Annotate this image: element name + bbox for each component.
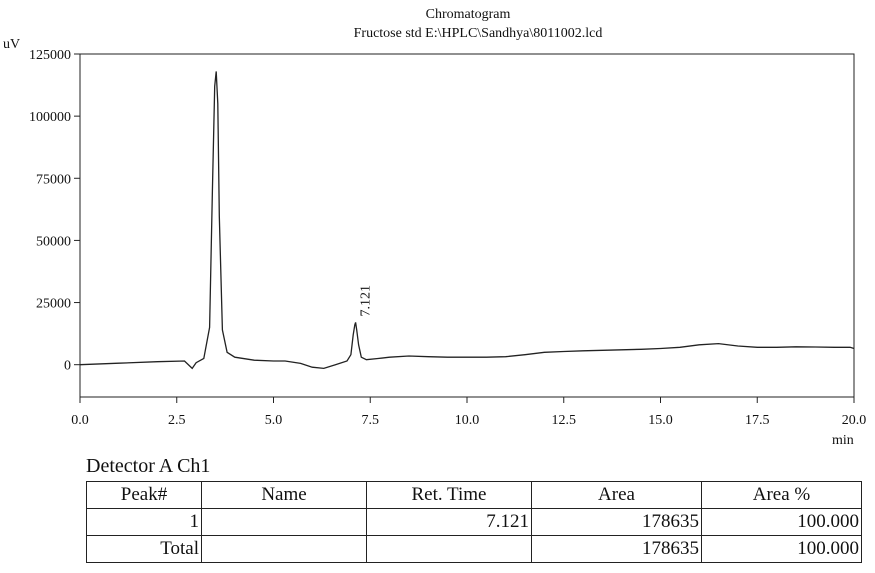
cell-total-area-percent: 100.000 [701,535,862,563]
y-tick-label: 50000 [36,234,71,249]
cell-ret-time: 7.121 [366,508,532,536]
table-row-total: Total 178635 100.000 [86,535,862,563]
cell-peak-number: 1 [86,508,202,536]
x-tick-label: 20.0 [842,413,867,428]
cell-total-label: Total [86,535,202,563]
column-area: Area [531,481,702,509]
table-header-row: Peak# Name Ret. Time Area Area % [86,481,862,509]
chart-title: Chromatogram [426,7,511,22]
x-axis-label: min [832,433,854,448]
chromatogram-trace [79,71,855,370]
cell-total-area: 178635 [531,535,702,563]
detector-label: Detector A Ch1 [86,455,211,477]
cell-ret-time [366,535,532,563]
y-tick-label: 75000 [36,172,71,187]
x-tick-label: 12.5 [552,413,577,428]
y-tick-label: 125000 [29,48,71,63]
table-row: 1 7.121 178635 100.000 [86,508,862,536]
x-tick-label: 15.0 [648,413,673,428]
peak-table: Peak# Name Ret. Time Area Area % 1 7.121… [86,481,862,563]
y-axis-label: uV [3,37,20,52]
y-tick-label: 25000 [36,297,71,312]
chart-subtitle: Fructose std E:\HPLC\Sandhya\8011002.lcd [354,26,603,41]
x-tick-label: 2.5 [168,413,186,428]
cell-name [201,535,367,563]
cell-area-percent: 100.000 [701,508,862,536]
peak-report: Detector A Ch1 Peak# Name Ret. Time Area… [86,455,862,563]
x-tick-label: 7.5 [362,413,380,428]
x-tick-label: 17.5 [745,413,770,428]
column-ret-time: Ret. Time [366,481,532,509]
y-axis: 0 25000 50000 75000 100000 125000 [29,48,80,374]
x-tick-label: 10.0 [455,413,480,428]
x-tick-label: 5.0 [265,413,283,428]
peak-annotation: 7.121 [359,285,374,317]
column-name: Name [201,481,367,509]
column-peak-number: Peak# [86,481,202,509]
cell-area: 178635 [531,508,702,536]
x-tick-label: 0.0 [71,413,89,428]
cell-name [201,508,367,536]
y-tick-label: 100000 [29,110,71,125]
chromatogram-chart: Chromatogram Fructose std E:\HPLC\Sandhy… [3,7,866,448]
y-tick-label: 0 [64,359,71,374]
column-area-percent: Area % [701,481,862,509]
x-axis: 0.0 2.5 5.0 7.5 10.0 12.5 15.0 17.5 20.0 [71,397,866,428]
